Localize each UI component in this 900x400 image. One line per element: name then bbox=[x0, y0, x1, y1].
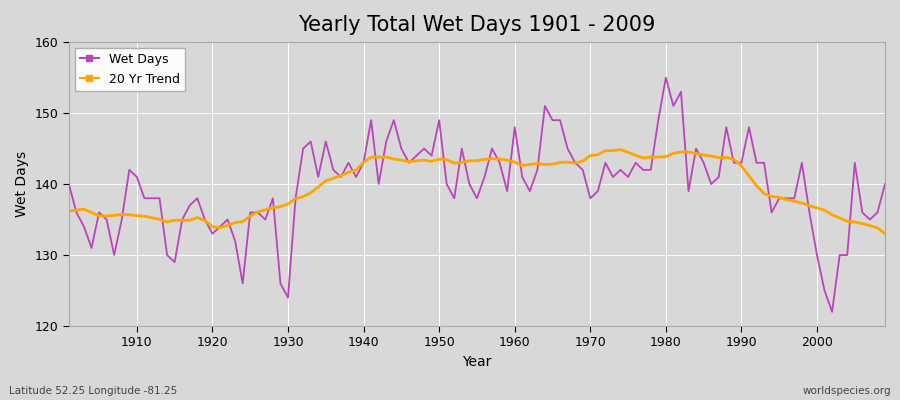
Legend: Wet Days, 20 Yr Trend: Wet Days, 20 Yr Trend bbox=[75, 48, 184, 91]
Title: Yearly Total Wet Days 1901 - 2009: Yearly Total Wet Days 1901 - 2009 bbox=[298, 15, 655, 35]
Text: Latitude 52.25 Longitude -81.25: Latitude 52.25 Longitude -81.25 bbox=[9, 386, 177, 396]
X-axis label: Year: Year bbox=[463, 355, 491, 369]
Text: worldspecies.org: worldspecies.org bbox=[803, 386, 891, 396]
Y-axis label: Wet Days: Wet Days bbox=[15, 151, 29, 217]
